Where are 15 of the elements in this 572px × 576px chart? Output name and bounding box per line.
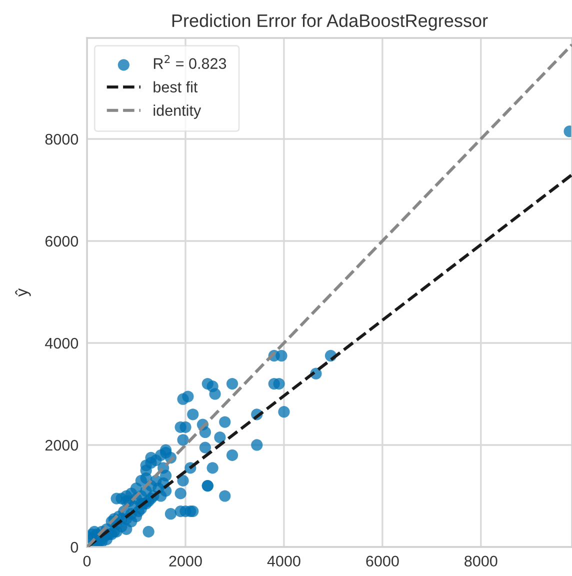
y-axis-title: ŷ (15, 288, 31, 297)
chart-title: Prediction Error for AdaBoostRegressor (172, 14, 488, 31)
x-tick-label: 6000 (366, 556, 399, 567)
x-tick-label: 4000 (267, 556, 300, 567)
x-tick-label: 8000 (464, 556, 498, 567)
y-tick-label: 4000 (45, 338, 78, 349)
x-tick-label: 2000 (169, 556, 202, 567)
x-tick-label: 0 (83, 556, 91, 567)
legend-label: best fit (154, 81, 198, 92)
legend-label: identity (154, 104, 202, 119)
y-tick-label: 0 (70, 542, 78, 553)
legend-label: R$^{2}$ = 0.823 (154, 55, 226, 69)
y-tick-label: 6000 (45, 236, 78, 247)
y-tick-label: 8000 (45, 134, 78, 145)
y-tick-label: 2000 (45, 440, 78, 451)
